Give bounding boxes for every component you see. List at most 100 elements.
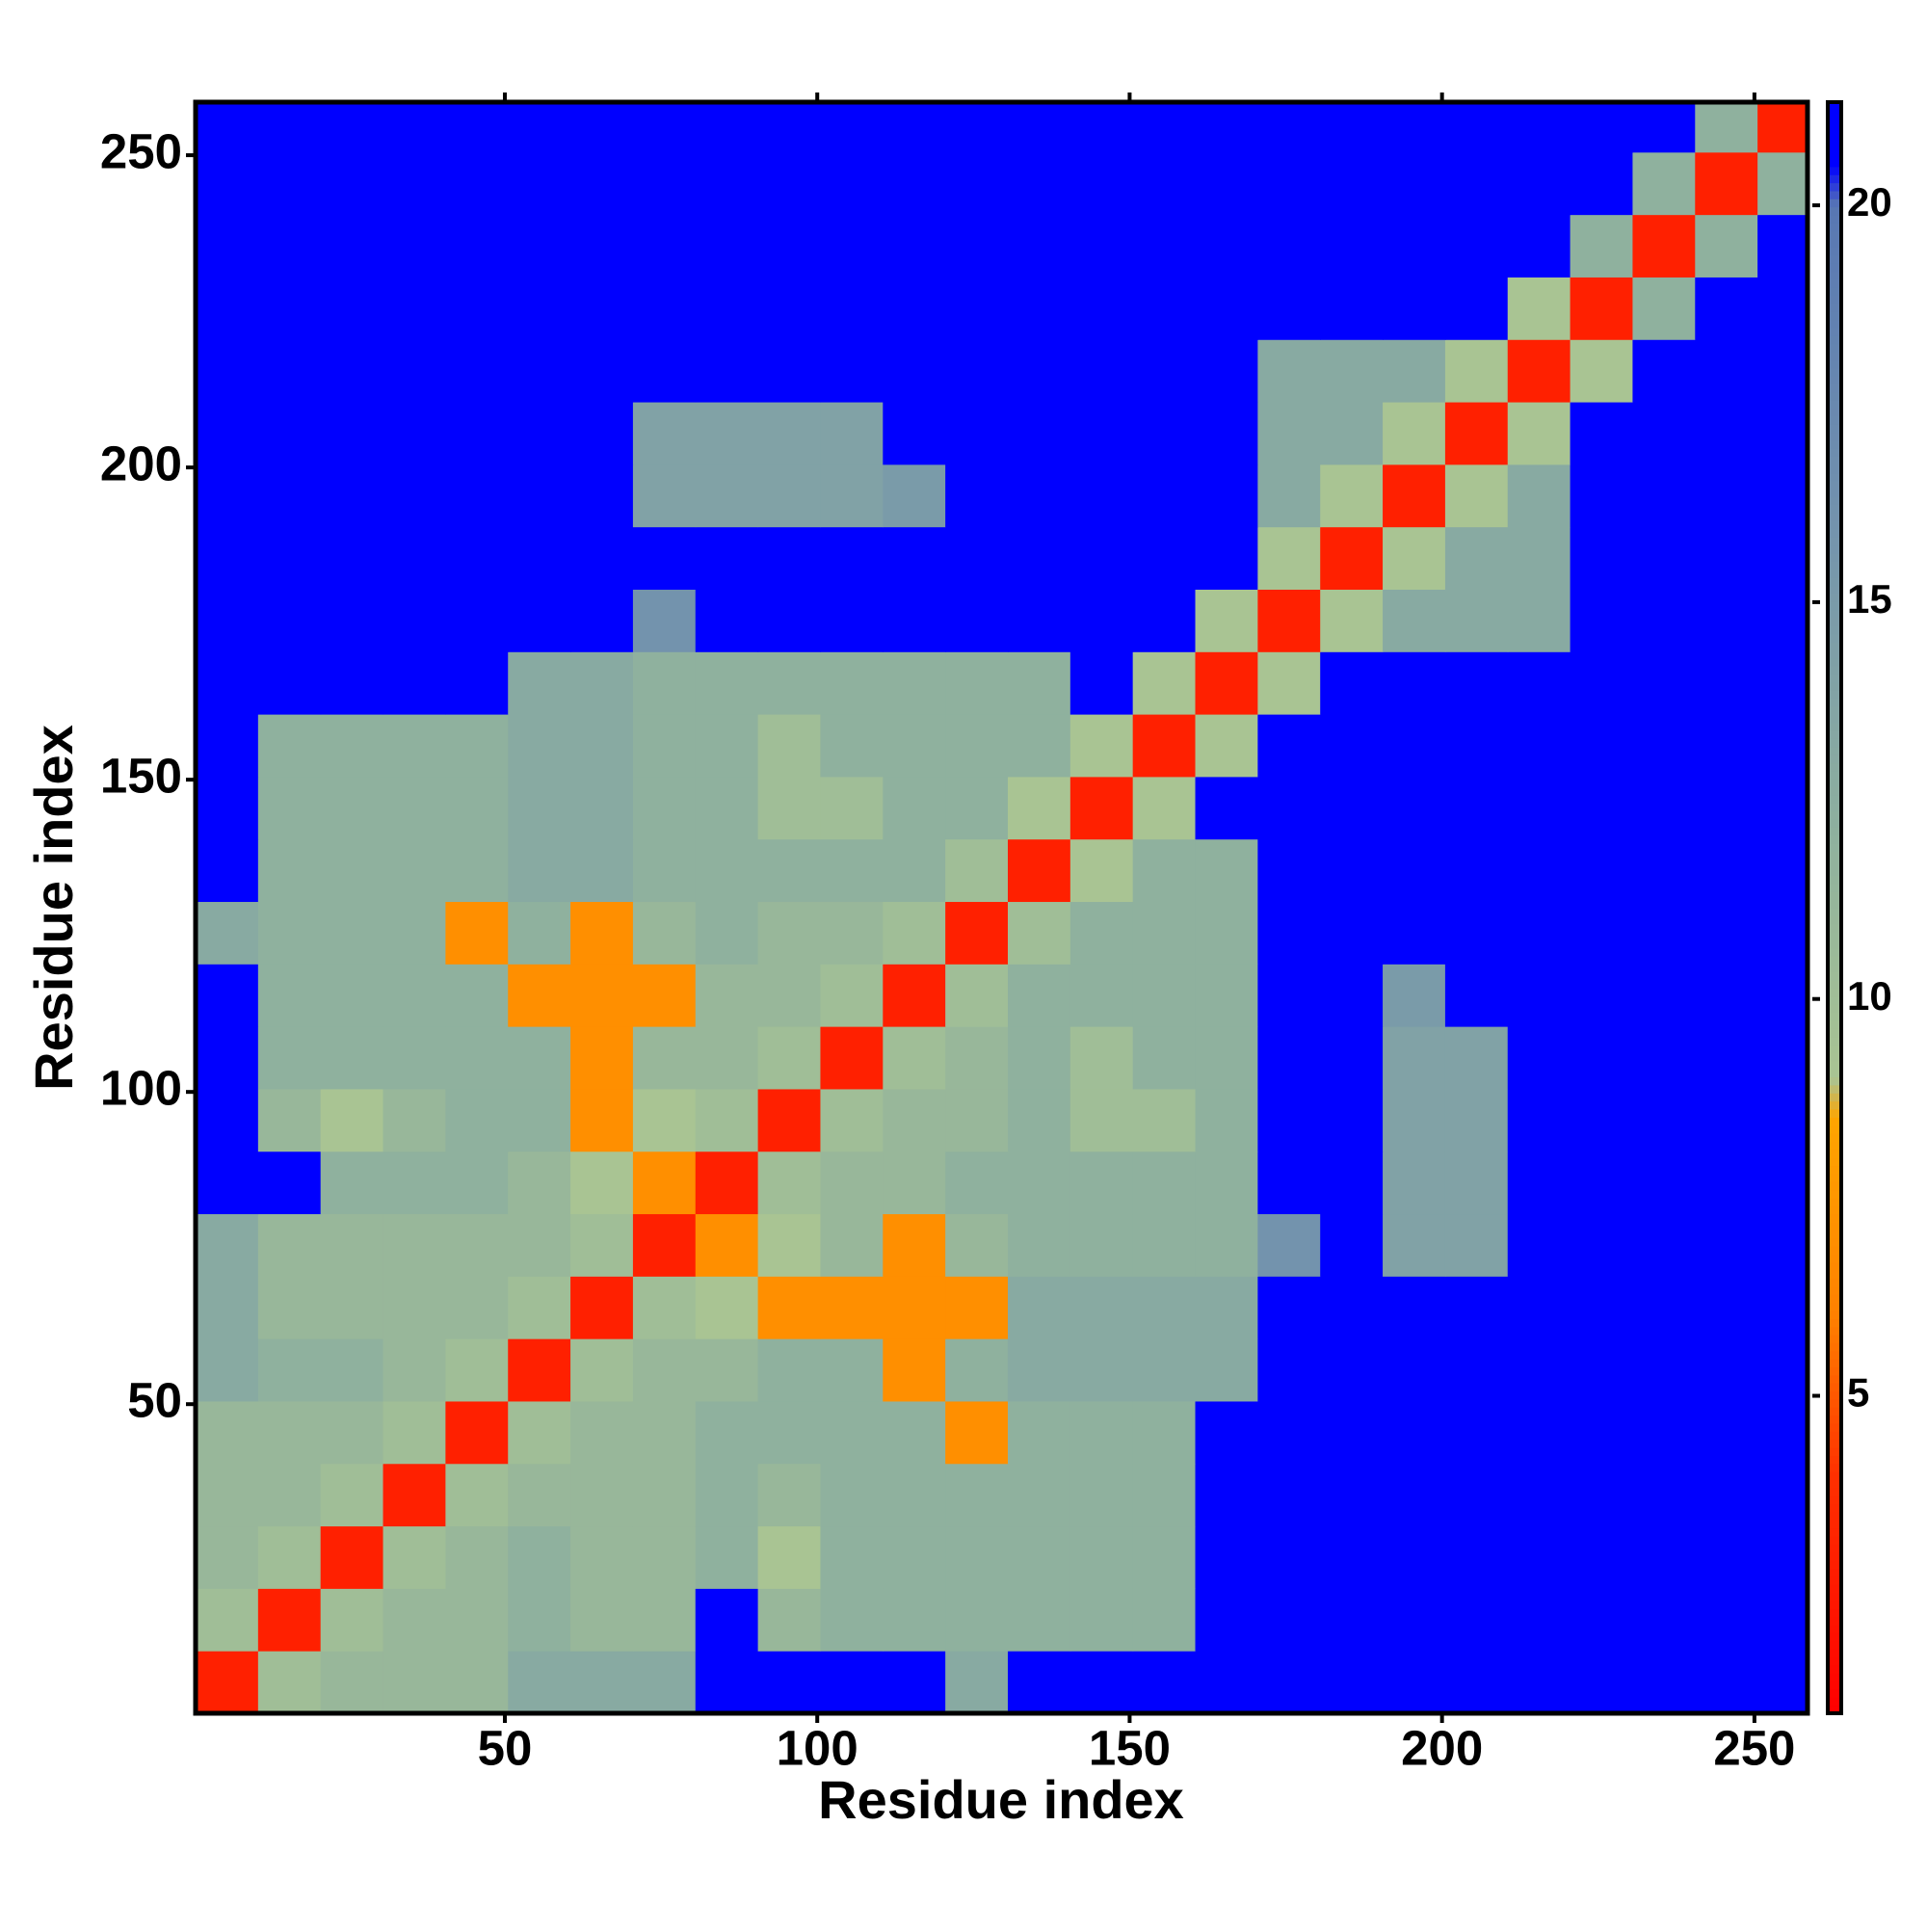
y-tick-label: 200: [100, 437, 182, 491]
heatmap-cell: [1507, 151, 1571, 216]
heatmap-cell: [445, 1213, 509, 1277]
heatmap-cell: [632, 964, 697, 1027]
heatmap-cell: [1007, 1651, 1071, 1714]
heatmap-cell: [1383, 151, 1446, 216]
heatmap-cell: [196, 151, 259, 216]
colorbar-segment: [1828, 964, 1841, 973]
heatmap-cell: [196, 1088, 259, 1152]
heatmap-cell: [320, 1588, 384, 1652]
heatmap-cell: [1007, 1213, 1071, 1277]
colorbar-segment: [1828, 633, 1841, 643]
heatmap-cell: [257, 776, 322, 840]
heatmap-cell: [1632, 402, 1696, 465]
heatmap-cell: [508, 964, 571, 1027]
colorbar-segment: [1828, 335, 1841, 345]
heatmap-cell: [257, 463, 322, 528]
heatmap-cell: [383, 838, 446, 903]
heatmap-cell: [1195, 1026, 1258, 1090]
heatmap-cell: [757, 1463, 821, 1527]
heatmap-cell: [320, 1213, 384, 1277]
heatmap-cell: [1757, 589, 1808, 652]
heatmap-cell: [820, 1463, 884, 1527]
colorbar-segment: [1828, 367, 1841, 377]
heatmap-cell: [820, 1651, 884, 1714]
colorbar-segment: [1828, 271, 1841, 280]
heatmap-cell: [570, 901, 634, 965]
heatmap-cell: [883, 1588, 946, 1652]
colorbar-segment: [1828, 1407, 1841, 1416]
heatmap-cell: [695, 1400, 759, 1465]
heatmap-cell: [1132, 526, 1197, 590]
heatmap-cell: [695, 463, 759, 528]
heatmap-cell: [445, 1400, 509, 1465]
heatmap-cell: [1320, 1651, 1384, 1714]
heatmap-cell: [320, 402, 384, 465]
colorbar-segment: [1828, 1004, 1841, 1014]
heatmap-cell: [820, 1026, 884, 1090]
heatmap-cell: [1632, 526, 1696, 590]
heatmap-cell: [1444, 526, 1509, 590]
heatmap-cell: [1132, 1463, 1197, 1527]
colorbar-segment: [1828, 1520, 1841, 1529]
heatmap-cell: [1507, 1588, 1571, 1652]
heatmap-cell: [570, 214, 634, 278]
heatmap-cell: [695, 651, 759, 715]
heatmap-cell: [1132, 1151, 1197, 1215]
heatmap-cell: [1632, 589, 1696, 652]
colorbar-segment: [1828, 642, 1841, 650]
heatmap-cell: [1632, 1588, 1696, 1652]
heatmap-cell: [570, 102, 634, 153]
heatmap-cell: [695, 102, 759, 153]
heatmap-cell: [1570, 1151, 1633, 1215]
heatmap-cell: [945, 1463, 1009, 1527]
heatmap-cell: [1507, 402, 1571, 465]
heatmap-cell: [1695, 1651, 1758, 1714]
colorbar-segment: [1828, 786, 1841, 796]
heatmap-cell: [1069, 1026, 1134, 1090]
heatmap-cell: [883, 1338, 946, 1402]
heatmap-cell: [1507, 1525, 1571, 1589]
heatmap-cell: [820, 714, 884, 778]
heatmap-cell: [1632, 214, 1696, 278]
heatmap-cell: [445, 1651, 509, 1714]
heatmap-cell: [1007, 277, 1071, 340]
heatmap-cell: [695, 589, 759, 652]
heatmap-cell: [1195, 1525, 1258, 1589]
heatmap-cell: [1320, 714, 1384, 778]
heatmap-cell: [257, 102, 322, 153]
colorbar-segment: [1828, 1512, 1841, 1521]
heatmap-cell: [445, 1026, 509, 1090]
heatmap-cell: [445, 402, 509, 465]
heatmap-cell: [1069, 1338, 1134, 1402]
heatmap-cell: [1132, 463, 1197, 528]
colorbar-segment: [1828, 1359, 1841, 1368]
heatmap-cell: [196, 964, 259, 1027]
heatmap-cell: [1132, 339, 1197, 403]
heatmap-cell: [1320, 526, 1384, 590]
heatmap-cell: [383, 214, 446, 278]
heatmap-cell: [1132, 776, 1197, 840]
heatmap-cell: [1195, 1463, 1258, 1527]
heatmap-cell: [1069, 1588, 1134, 1652]
heatmap-cell: [1195, 589, 1258, 652]
heatmap-cell: [1507, 651, 1571, 715]
heatmap-cell: [570, 776, 634, 840]
heatmap-cell: [1632, 1525, 1696, 1589]
heatmap-cell: [320, 651, 384, 715]
heatmap-cell: [320, 901, 384, 965]
heatmap-cell: [1069, 1400, 1134, 1465]
colorbar-segment: [1828, 601, 1841, 611]
heatmap-cell: [1444, 1463, 1509, 1527]
heatmap-cell: [320, 339, 384, 403]
heatmap-cell: [1007, 1151, 1071, 1215]
heatmap-cell: [1757, 776, 1808, 840]
heatmap-cell: [820, 463, 884, 528]
heatmap-cell: [1757, 277, 1808, 340]
heatmap-cell: [1695, 463, 1758, 528]
colorbar-segment: [1828, 239, 1841, 248]
heatmap-cell: [757, 214, 821, 278]
heatmap-cell: [883, 1026, 946, 1090]
heatmap-cell: [632, 214, 697, 278]
heatmap-cell: [1695, 1525, 1758, 1589]
heatmap-cell: [1507, 1400, 1571, 1465]
